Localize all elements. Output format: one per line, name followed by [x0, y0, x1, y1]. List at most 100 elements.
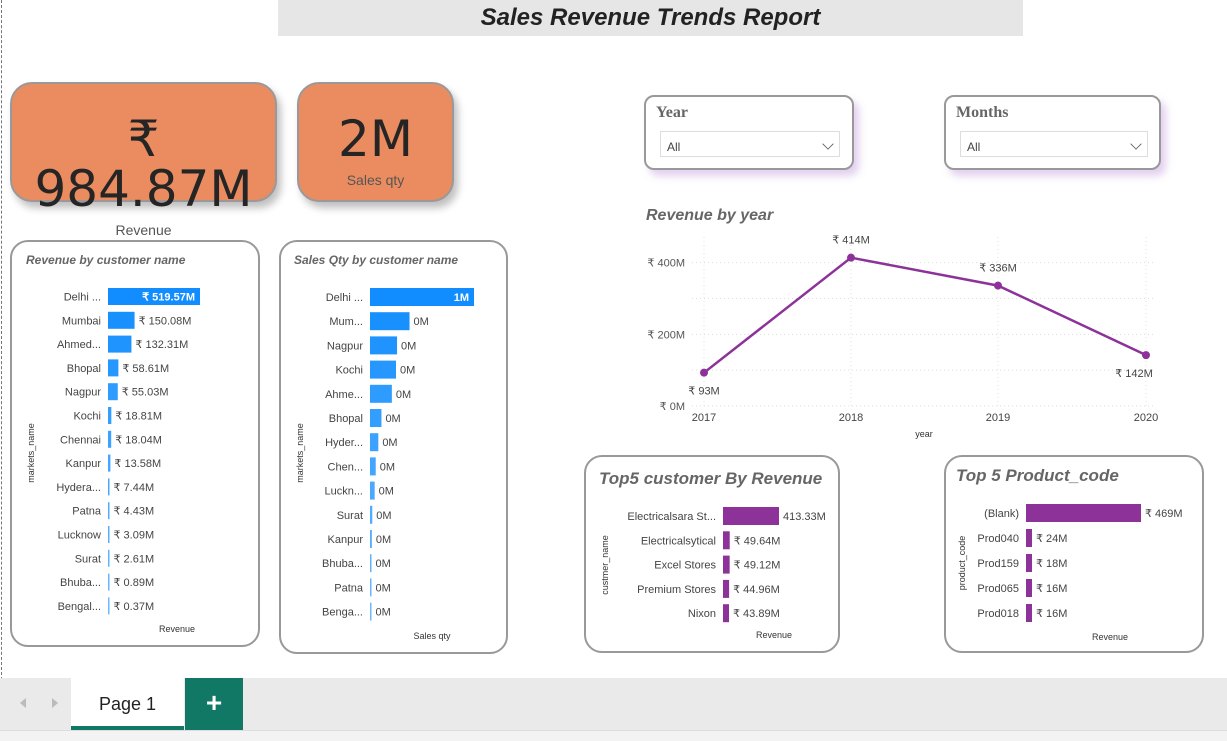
revenue-kpi-value: ₹ 984.87M	[34, 110, 253, 218]
data-label: ₹ 49.64M	[734, 535, 781, 547]
bar	[1026, 604, 1032, 622]
category-label: Kochi	[73, 411, 101, 423]
data-label: ₹ 150.08M	[139, 315, 192, 327]
data-label: 0M	[376, 607, 391, 619]
revenue-by-customer-card[interactable]: Revenue by customer name Delhi ... ₹ 519.…	[10, 240, 260, 647]
status-strip	[0, 730, 1227, 741]
year-slicer-title: Year	[656, 104, 688, 121]
prev-page-icon[interactable]	[20, 698, 26, 708]
data-label: 0M	[396, 389, 411, 401]
category-label: Kanpur	[66, 458, 102, 470]
sales-qty-kpi-value: 2M	[338, 110, 413, 168]
data-label: ₹ 4.43M	[114, 506, 155, 518]
data-label: ₹ 3.09M	[114, 530, 155, 542]
bar	[108, 597, 110, 615]
category-label: Electricalsara St...	[627, 511, 716, 523]
y-axis-label: product_code	[957, 536, 967, 591]
x-tick-label: 2020	[1134, 412, 1158, 424]
y-axis-label: markets_name	[26, 423, 36, 483]
bar	[370, 312, 410, 331]
bar	[108, 454, 111, 472]
category-label: Bengal...	[58, 601, 101, 613]
category-label: Mumbai	[62, 315, 101, 327]
category-label: Luckn...	[324, 486, 363, 498]
data-label: ₹ 43.89M	[733, 608, 780, 620]
category-label: Prod159	[977, 558, 1019, 570]
data-label: ₹ 469M	[1145, 508, 1183, 520]
bar	[370, 602, 372, 621]
chevron-down-icon[interactable]	[1130, 138, 1142, 150]
category-label: Mum...	[329, 316, 363, 328]
report-title-bar: Sales Revenue Trends Report	[278, 0, 1023, 36]
bar	[723, 579, 730, 598]
category-label: Nagpur	[65, 387, 101, 399]
chevron-down-icon[interactable]	[822, 138, 834, 150]
data-label: 0M	[382, 437, 397, 449]
bar	[108, 288, 200, 305]
category-label: Hyder...	[325, 437, 363, 449]
category-label: Patna	[334, 582, 364, 594]
data-label: ₹ 55.03M	[122, 387, 169, 399]
y-tick-label: ₹ 200M	[647, 329, 685, 341]
sales-qty-kpi-card[interactable]: 2M Sales qty	[297, 82, 454, 202]
bar	[370, 578, 372, 597]
y-axis-label: custmer_name	[600, 535, 610, 595]
data-label: ₹ 0.89M	[114, 577, 155, 589]
sales-qty-by-customer-card[interactable]: Sales Qty by customer name Delhi ... 1M Mu…	[279, 240, 508, 654]
top5-product-card[interactable]: Top 5 Product_code (Blank) ₹ 469M Prod040 ₹…	[944, 455, 1204, 653]
data-label: 0M	[380, 461, 395, 473]
data-label: 0M	[385, 413, 400, 425]
data-point	[700, 368, 708, 377]
category-label: Electricalsytical	[641, 535, 716, 547]
x-tick-label: 2017	[692, 412, 716, 424]
category-label: Prod040	[977, 533, 1019, 545]
data-label: ₹ 0.37M	[114, 601, 155, 613]
tab-page-1[interactable]: Page 1	[71, 678, 184, 730]
data-label: 413.33M	[783, 511, 826, 523]
report-title: Sales Revenue Trends Report	[480, 4, 821, 31]
category-label: Lucknow	[58, 530, 101, 542]
bar	[370, 457, 376, 476]
top5-product-title: Top 5 Product_code	[956, 466, 1119, 485]
bar	[370, 530, 372, 548]
category-label: Benga...	[322, 607, 363, 619]
category-label: Chennai	[60, 434, 101, 446]
revenue-kpi-card[interactable]: ₹ 984.87M Revenue	[10, 82, 277, 238]
category-label: Ahme...	[325, 389, 363, 401]
data-label: ₹ 13.58M	[114, 458, 161, 470]
bar	[1026, 579, 1032, 597]
data-label: 0M	[376, 534, 391, 546]
data-point	[994, 281, 1002, 290]
data-label: ₹ 2.61M	[114, 553, 155, 565]
bar	[108, 407, 112, 424]
top5-customer-card[interactable]: Top5 customer By Revenue Electricalsara …	[584, 455, 840, 653]
data-label: ₹ 142M	[1115, 368, 1153, 380]
bar	[370, 384, 392, 403]
year-slicer[interactable]: Year All	[644, 95, 854, 170]
bar	[370, 409, 382, 427]
category-label: Ahmed...	[57, 339, 101, 351]
bar	[1026, 554, 1032, 572]
category-label: Excel Stores	[654, 560, 716, 572]
category-label: (Blank)	[984, 508, 1019, 520]
months-dropdown[interactable]: All	[960, 131, 1148, 157]
x-axis-label: Revenue	[756, 630, 792, 640]
next-page-icon[interactable]	[52, 698, 58, 708]
bar	[108, 478, 110, 496]
sales-qty-by-customer-title: Sales Qty by customer name	[294, 253, 459, 267]
x-axis-label: Sales qty	[413, 631, 451, 641]
bar	[108, 430, 112, 448]
category-label: Surat	[75, 553, 101, 565]
months-slicer[interactable]: Months All	[944, 95, 1161, 170]
data-label: 0M	[401, 340, 416, 352]
data-label: ₹ 18.04M	[115, 434, 162, 446]
bar	[108, 359, 119, 377]
category-label: Bhopal	[329, 413, 363, 425]
data-label: ₹ 24M	[1036, 533, 1067, 545]
year-dropdown[interactable]: All	[660, 131, 840, 157]
category-label: Kanpur	[328, 534, 364, 546]
data-label: 0M	[379, 486, 394, 498]
category-label: Delhi ...	[326, 292, 363, 304]
revenue-by-year-chart: ₹ 0M ₹ 200M ₹ 400M 2017 2018 2019 2020 year ₹ 93…	[647, 235, 1158, 439]
add-page-button[interactable]: +	[185, 678, 243, 730]
